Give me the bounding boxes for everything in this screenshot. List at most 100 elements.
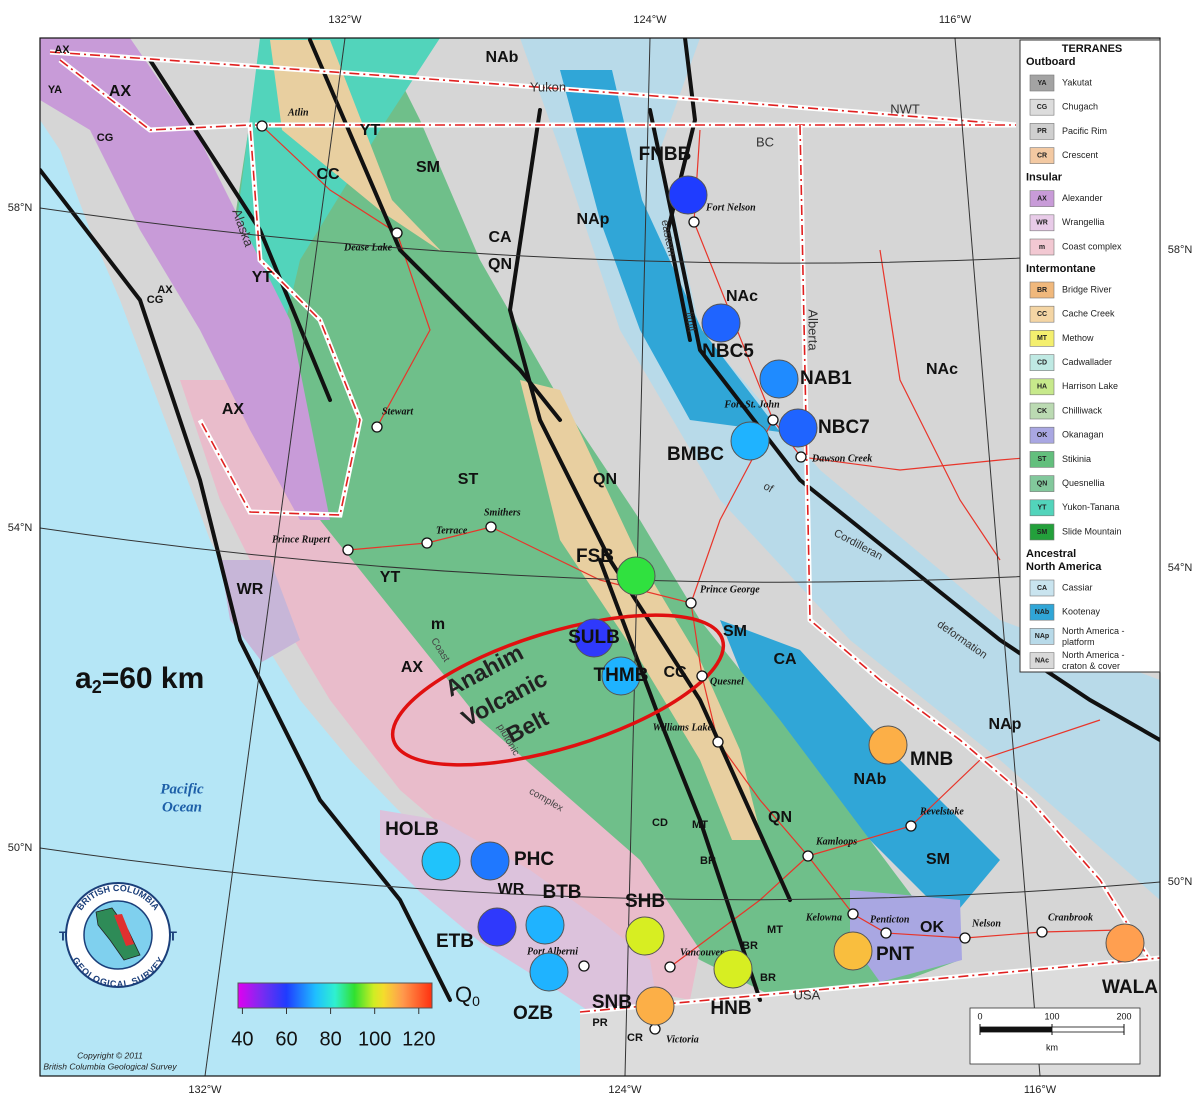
terrane-label: CA bbox=[773, 651, 797, 668]
terrane-label: m bbox=[431, 616, 445, 633]
legend-swatch bbox=[1029, 190, 1055, 207]
terrane-label: OK bbox=[920, 919, 944, 936]
legend-label: Quesnellia bbox=[1062, 478, 1105, 488]
logo-shape bbox=[95, 907, 141, 961]
colorbar-tick-label: 100 bbox=[358, 1028, 391, 1050]
legend-label: platform bbox=[1062, 637, 1095, 647]
legend-swatch bbox=[1029, 147, 1055, 164]
terrane-label: NAc bbox=[726, 288, 758, 305]
legend-label: Stikinia bbox=[1062, 454, 1091, 464]
fault bbox=[507, 108, 792, 902]
terrane-label: NAc bbox=[926, 361, 958, 378]
distance-text: =60 km bbox=[102, 662, 205, 695]
legend-group: Ancestral bbox=[1026, 548, 1076, 560]
legend-code: CC bbox=[1037, 311, 1047, 318]
station-marker bbox=[833, 931, 873, 971]
legend-code: m bbox=[1039, 244, 1045, 251]
terrane-label: QN bbox=[488, 256, 512, 273]
legend-swatch bbox=[1029, 652, 1055, 669]
distance-symbol: a bbox=[75, 662, 92, 695]
legend-code: NAp bbox=[1035, 633, 1049, 640]
place-marker bbox=[696, 670, 708, 682]
station-label: WALA bbox=[1102, 977, 1158, 998]
place-label: Stewart bbox=[382, 406, 414, 417]
terrane-label: NAp bbox=[989, 716, 1022, 733]
station-label: NAB1 bbox=[800, 368, 852, 389]
place-marker bbox=[578, 960, 590, 972]
place-marker bbox=[959, 932, 971, 944]
place-label: Revelstoke bbox=[919, 806, 964, 817]
region-label: Yukon bbox=[530, 79, 566, 94]
legend-code: YA bbox=[1037, 80, 1046, 87]
terrane-label: ST bbox=[458, 471, 479, 488]
parallel bbox=[40, 527, 1160, 583]
terrane-label: AX bbox=[54, 44, 70, 56]
legend-label: Kootenay bbox=[1062, 607, 1101, 617]
terrane-label: CG bbox=[147, 294, 164, 306]
legend-label: Crescent bbox=[1062, 150, 1099, 160]
road bbox=[879, 249, 1001, 561]
station-marker bbox=[529, 952, 569, 992]
legend-code: CA bbox=[1037, 585, 1047, 592]
legend-code: QN bbox=[1037, 480, 1048, 487]
fault bbox=[40, 168, 452, 1002]
legend-label: Yakutat bbox=[1062, 77, 1092, 87]
parallel bbox=[40, 207, 1160, 264]
station-label: PNT bbox=[876, 944, 914, 965]
legend-swatch bbox=[1029, 603, 1055, 621]
terrane-label: BR bbox=[742, 940, 758, 952]
place-marker bbox=[905, 820, 917, 832]
legend-label: Cache Creek bbox=[1062, 309, 1115, 319]
legend-code: NAc bbox=[1035, 657, 1049, 664]
place-marker bbox=[712, 736, 724, 748]
station-marker bbox=[574, 618, 614, 658]
legend-swatch bbox=[1029, 305, 1055, 323]
station-label: NBC5 bbox=[702, 341, 754, 362]
fault bbox=[648, 108, 1160, 742]
region-label: USA bbox=[794, 987, 821, 1002]
legend-swatch bbox=[1029, 281, 1055, 299]
legend-label: Cadwallader bbox=[1062, 357, 1112, 367]
legend-group: Outboard bbox=[1026, 56, 1076, 68]
graticule-label: 116°W bbox=[939, 14, 972, 26]
place-label: Nelson bbox=[971, 918, 1001, 929]
graticule-label: 58°N bbox=[1168, 244, 1193, 256]
station-label: MNB bbox=[910, 749, 953, 770]
place-marker bbox=[664, 961, 676, 973]
legend-label: Harrison Lake bbox=[1062, 381, 1118, 391]
scalebar-unit: km bbox=[1046, 1042, 1058, 1052]
legend-swatch bbox=[1029, 123, 1055, 140]
terrane-label: AX bbox=[157, 284, 173, 296]
legend-label: Cassiar bbox=[1062, 582, 1093, 592]
faults bbox=[40, 38, 1160, 1002]
legend-swatch bbox=[1029, 238, 1055, 256]
legend-swatch bbox=[1029, 426, 1055, 444]
border bbox=[49, 51, 1017, 126]
legend-label: Methow bbox=[1062, 333, 1094, 343]
place-label: Williams Lake bbox=[653, 722, 713, 733]
station-label: ETB bbox=[436, 931, 474, 952]
station-marker bbox=[701, 303, 741, 343]
borders bbox=[49, 49, 1160, 1015]
terrane-label: NAb bbox=[854, 771, 887, 788]
station-label: HOLB bbox=[385, 819, 439, 840]
station-label: BTB bbox=[542, 882, 581, 903]
terrane-label: AX bbox=[401, 659, 424, 676]
graticule-label: 132°W bbox=[328, 14, 362, 26]
place-marker bbox=[795, 451, 807, 463]
legend-code: YT bbox=[1038, 505, 1048, 512]
scalebar-label: 200 bbox=[1116, 1011, 1131, 1021]
place-label: Prince Rupert bbox=[272, 534, 331, 545]
terrane-label: QN bbox=[593, 471, 617, 488]
legend-label: North America - bbox=[1062, 650, 1125, 660]
legend-code: WR bbox=[1036, 220, 1048, 227]
terrane-label: AX bbox=[222, 401, 245, 418]
road bbox=[807, 719, 1101, 857]
legend-group: North America bbox=[1026, 561, 1102, 573]
fault bbox=[598, 558, 762, 1002]
place-label: Terrace bbox=[436, 525, 468, 536]
graticule-label: 58°N bbox=[8, 202, 33, 214]
terrane-label: MT bbox=[692, 819, 708, 831]
graticule-label: 50°N bbox=[1168, 876, 1193, 888]
